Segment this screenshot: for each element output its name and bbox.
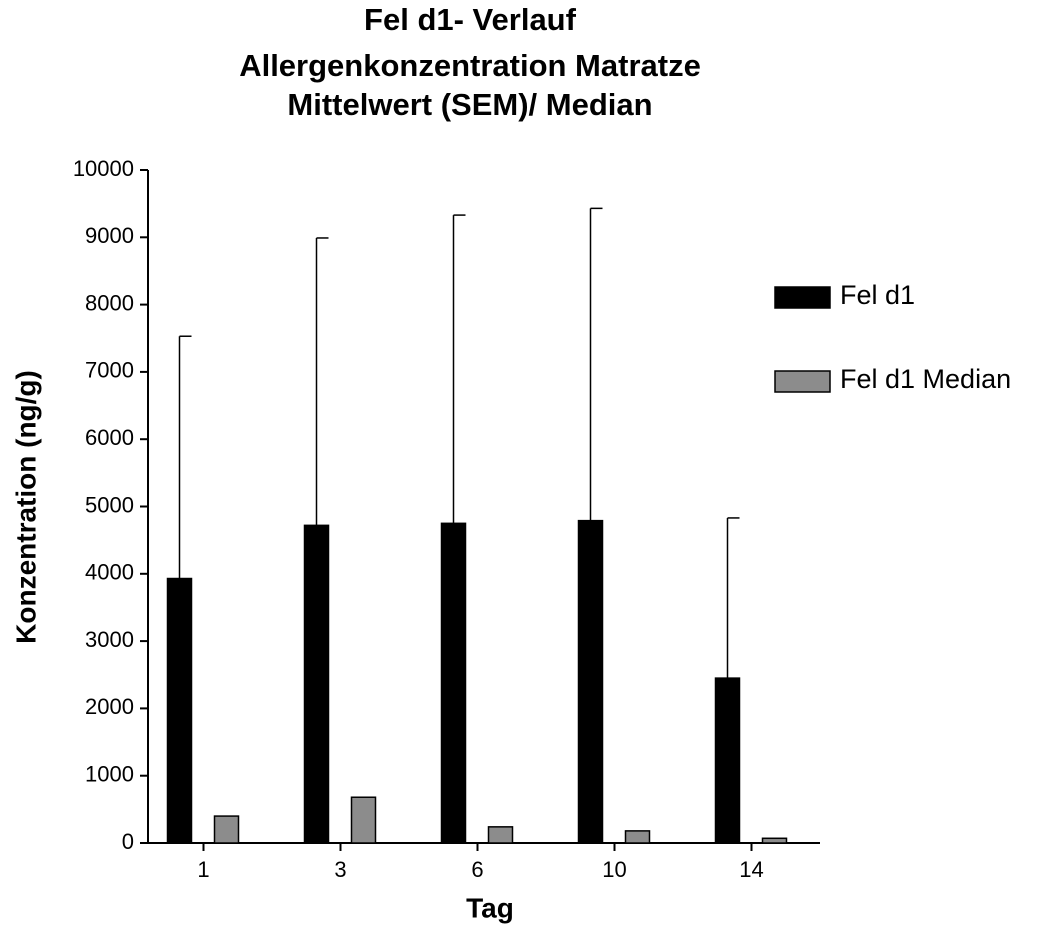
bar [166, 577, 193, 844]
y-tick-label: 10000 [73, 156, 134, 181]
x-axis-label: Tag [466, 892, 514, 923]
bar [577, 519, 604, 844]
y-tick-label: 2000 [85, 694, 134, 719]
y-tick-label: 7000 [85, 358, 134, 383]
bar [487, 826, 514, 844]
y-tick-label: 3000 [85, 627, 134, 652]
y-tick-label: 9000 [85, 223, 134, 248]
y-tick-label: 0 [122, 829, 134, 854]
legend-label: Fel d1 Median [840, 364, 1011, 394]
x-tick-label: 6 [471, 857, 483, 882]
y-tick-label: 1000 [85, 762, 134, 787]
bar [761, 837, 788, 844]
bar [350, 796, 377, 844]
y-tick-label: 5000 [85, 492, 134, 517]
x-tick-label: 14 [739, 857, 763, 882]
y-tick-label: 4000 [85, 560, 134, 585]
x-tick-label: 1 [197, 857, 209, 882]
legend-swatch [774, 370, 831, 393]
legend-label: Fel d1 [840, 280, 915, 310]
bar [303, 524, 330, 844]
chart-title: Fel d1- Verlauf [364, 2, 577, 37]
bar [213, 815, 240, 844]
chart-title: Allergenkonzentration Matratze [239, 48, 701, 83]
x-tick-label: 3 [334, 857, 346, 882]
y-tick-label: 8000 [85, 290, 134, 315]
y-axis-label: Konzentration (ng/g) [10, 370, 41, 644]
y-tick-label: 6000 [85, 425, 134, 450]
chart-title: Mittelwert (SEM)/ Median [287, 87, 652, 122]
bar [440, 522, 467, 844]
bar [714, 677, 741, 844]
x-tick-label: 10 [602, 857, 626, 882]
legend-swatch [774, 286, 831, 309]
bar [624, 830, 651, 844]
